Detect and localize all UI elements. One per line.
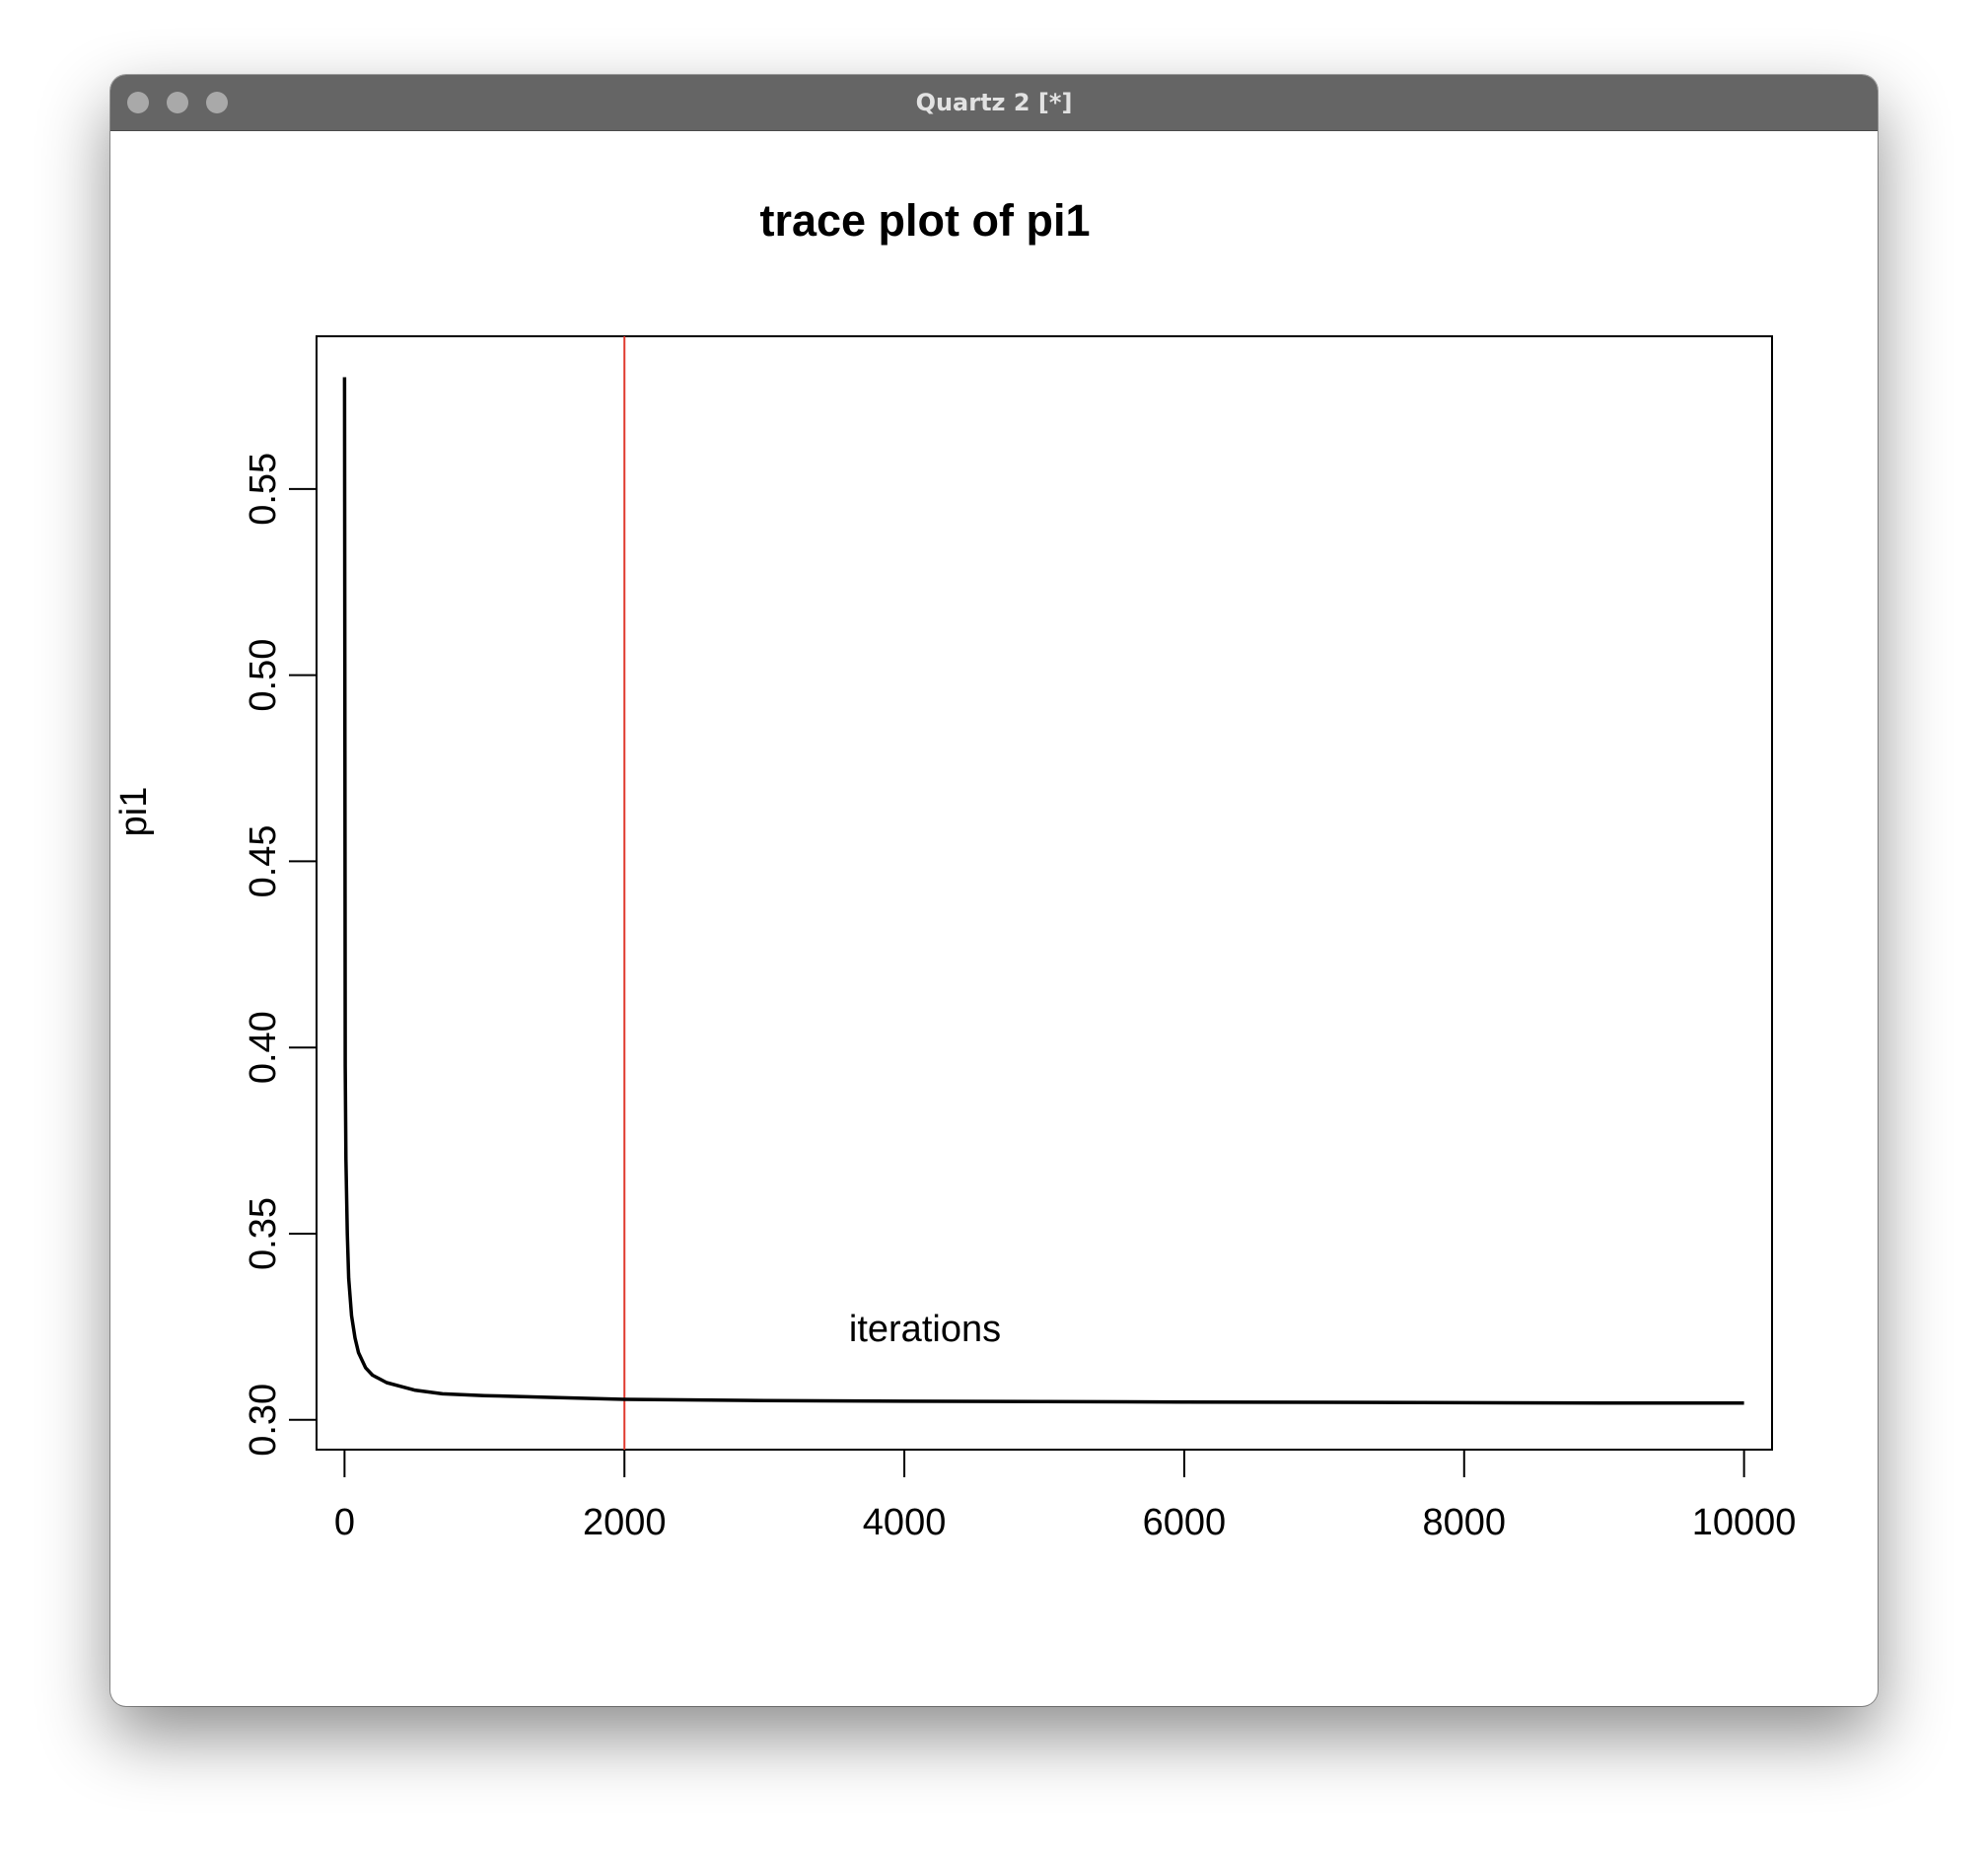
trace-line — [342, 377, 1744, 1405]
window-title: Quartz 2 [*] — [915, 89, 1073, 116]
zoom-button[interactable] — [206, 92, 228, 113]
y-tick-label: 0.55 — [243, 453, 284, 526]
x-tick-label: 2000 — [583, 1502, 667, 1543]
close-button[interactable] — [127, 92, 149, 113]
x-tick-label: 4000 — [863, 1502, 947, 1543]
plot-frame — [316, 335, 1773, 1451]
series-layer — [342, 336, 1744, 1450]
title-bar[interactable]: Quartz 2 [*] — [110, 75, 1878, 131]
y-tick-label: 0.30 — [243, 1384, 284, 1457]
plot-area: trace plot of pi1 iterations pi1 0 2000 40… — [110, 131, 1878, 1706]
x-tick-label: 0 — [334, 1502, 355, 1543]
chart-title: trace plot of pi1 — [759, 195, 1090, 246]
x-axis: 0 2000 4000 6000 8000 10000 — [334, 1449, 1797, 1543]
x-tick-label: 10000 — [1692, 1502, 1797, 1543]
y-tick-label: 0.50 — [243, 639, 284, 712]
trace-plot: trace plot of pi1 iterations pi1 0 2000 40… — [113, 195, 1797, 1543]
y-axis-label: pi1 — [113, 787, 155, 837]
minimize-button[interactable] — [167, 92, 188, 113]
x-tick-label: 6000 — [1143, 1502, 1227, 1543]
y-axis: 0.30 0.35 0.40 0.45 0.50 0.55 — [243, 453, 318, 1457]
y-tick-label: 0.35 — [243, 1197, 284, 1270]
x-tick-label: 8000 — [1422, 1502, 1506, 1543]
quartz-window: Quartz 2 [*] trace plot of pi1 iteration… — [110, 75, 1878, 1706]
x-axis-label: iterations — [849, 1309, 1001, 1350]
y-tick-label: 0.40 — [243, 1011, 284, 1084]
y-tick-label: 0.45 — [243, 824, 284, 897]
